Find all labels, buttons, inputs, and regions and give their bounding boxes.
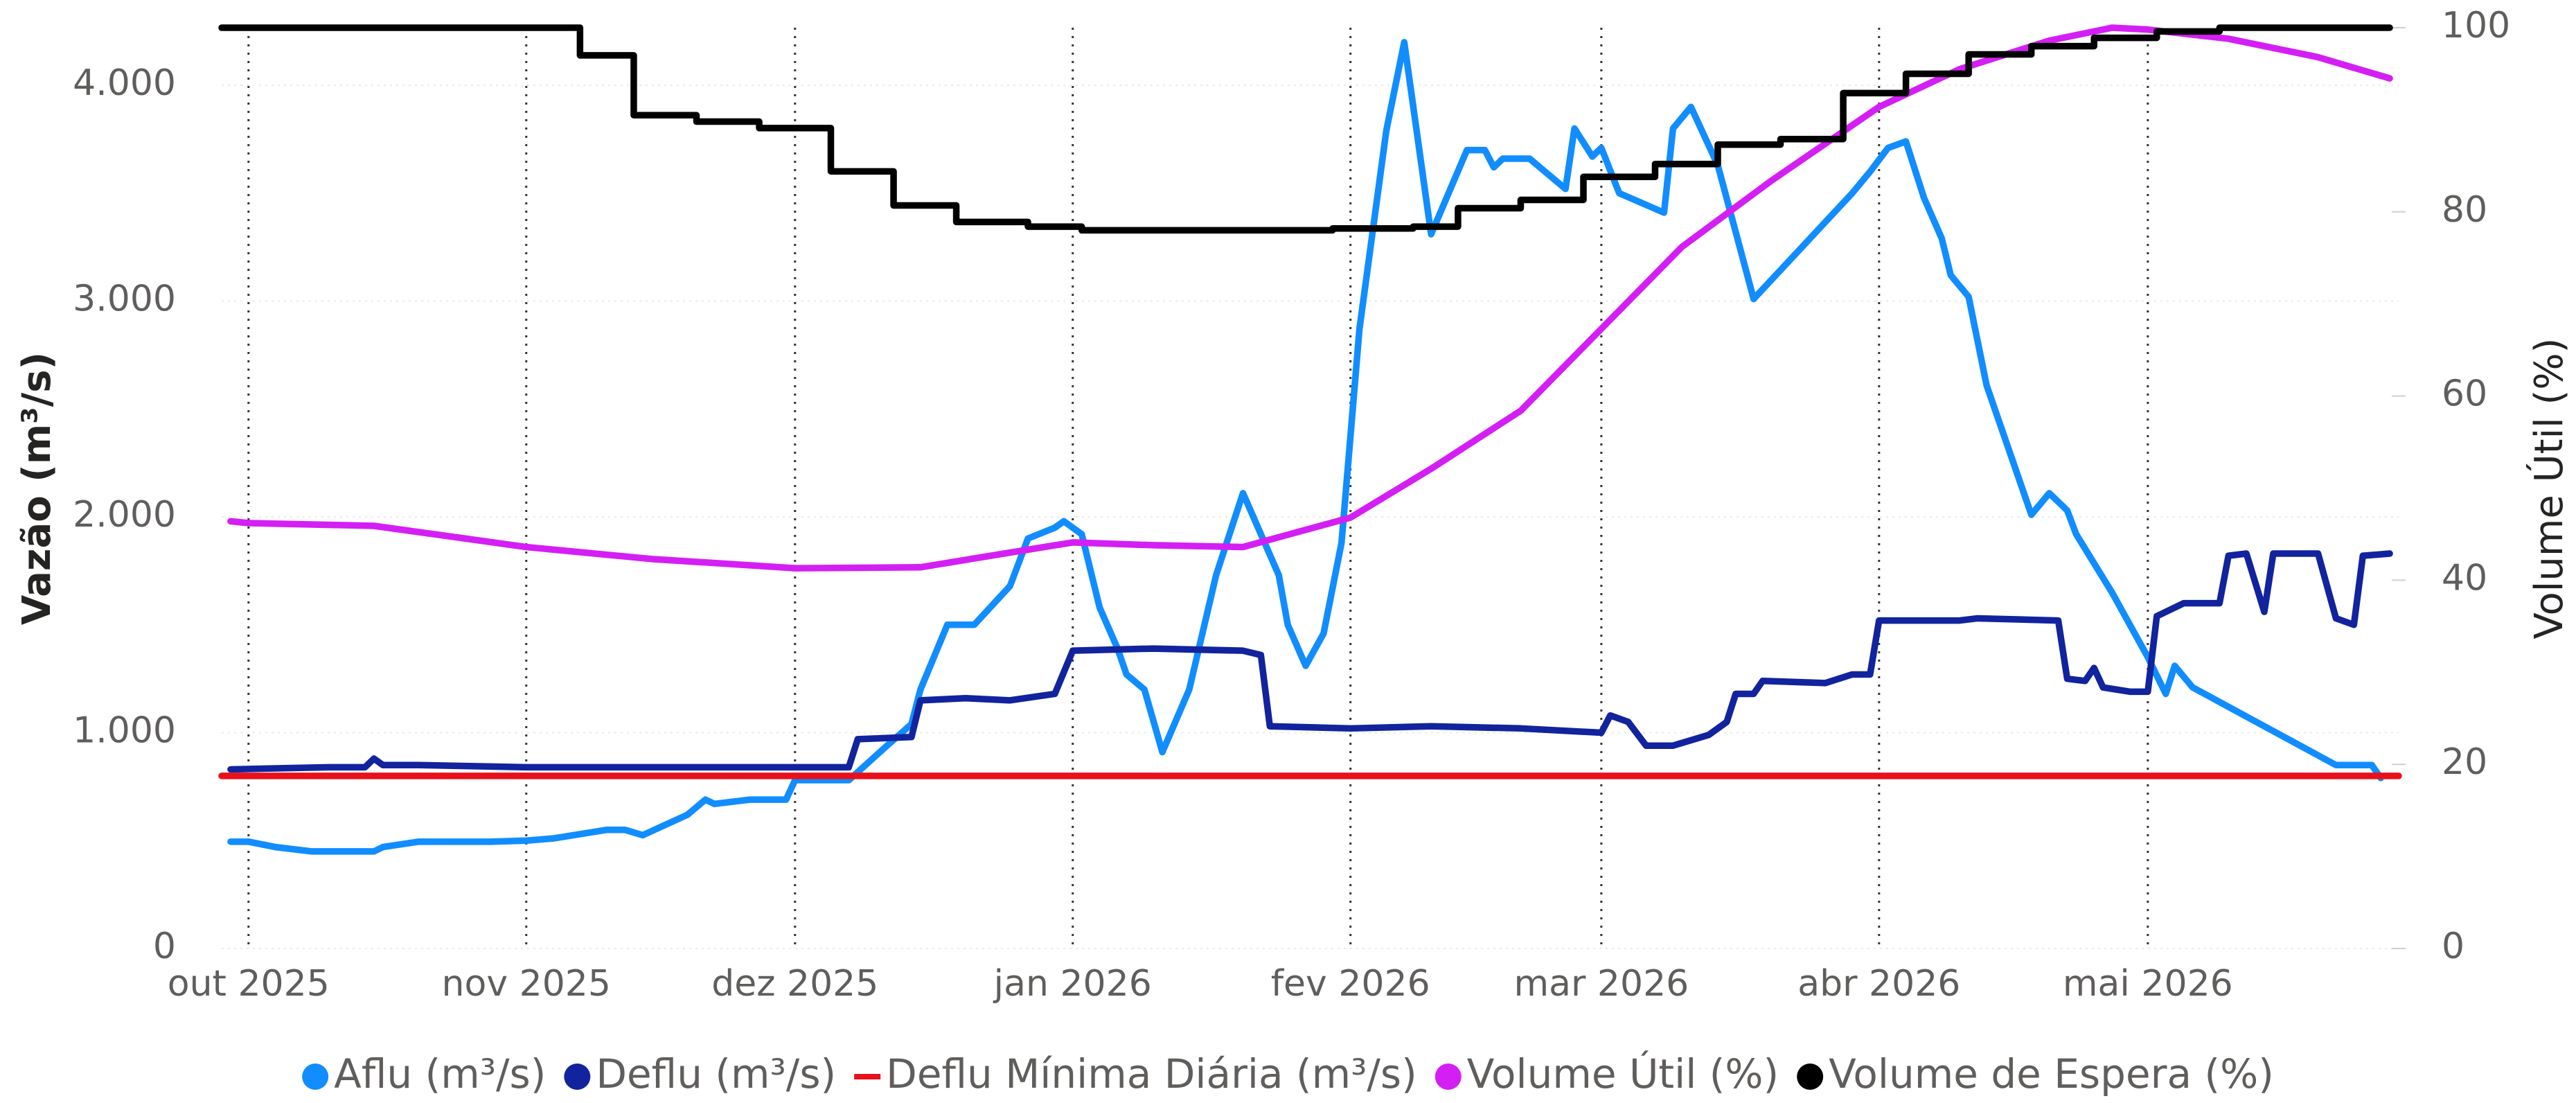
y2-tick-label: 40	[2442, 557, 2487, 599]
y-tick-label: 0	[153, 926, 176, 967]
legend-label: Aflu (m³/s)	[334, 1050, 546, 1097]
legend-marker	[564, 1064, 591, 1090]
legend: Aflu (m³/s) Deflu (m³/s) Deflu Mínima Diár…	[302, 1050, 2274, 1097]
series-line	[227, 39, 2384, 855]
x-tick-label: mai 2026	[2063, 963, 2233, 1005]
y-tick-label: 4.000	[73, 62, 176, 104]
legend-marker	[854, 1074, 881, 1079]
legend-marker	[1434, 1064, 1462, 1090]
y-tick-label: 1.000	[73, 710, 176, 752]
x-tick-label: dez 2025	[711, 963, 878, 1005]
x-tick-label: fev 2026	[1271, 963, 1430, 1005]
legend-label: Volume de Espera (%)	[1829, 1050, 2274, 1097]
series-line	[227, 550, 2393, 773]
x-tick-label: out 2025	[168, 963, 330, 1005]
legend-label: Volume Útil (%)	[1467, 1050, 1779, 1097]
y2-tick-label: 20	[2442, 741, 2487, 783]
y2-tick-label: 60	[2442, 373, 2487, 415]
y-tick-label: 3.000	[73, 279, 176, 320]
legend-marker	[302, 1064, 329, 1090]
x-tick-label: mar 2026	[1513, 963, 1689, 1005]
x-tick-label: jan 2026	[993, 963, 1152, 1005]
y-tick-label: 2.000	[73, 494, 176, 536]
y2-tick-label: 100	[2442, 5, 2510, 46]
legend-label: Deflu Mínima Diária (m³/s)	[886, 1050, 1417, 1097]
series-line	[218, 24, 2393, 234]
legend-label: Deflu (m³/s)	[596, 1050, 836, 1097]
series-line	[227, 24, 2393, 572]
legend-marker	[1797, 1064, 1824, 1090]
y2-tick-label: 0	[2442, 926, 2464, 967]
y2-tick-label: 80	[2442, 189, 2487, 231]
x-tick-label: nov 2025	[442, 963, 611, 1005]
y2-axis-title: Volume Útil (%)	[2527, 338, 2572, 639]
x-tick-label: abr 2026	[1797, 963, 1960, 1005]
y-axis-title: Vazão (m³/s)	[15, 352, 60, 625]
